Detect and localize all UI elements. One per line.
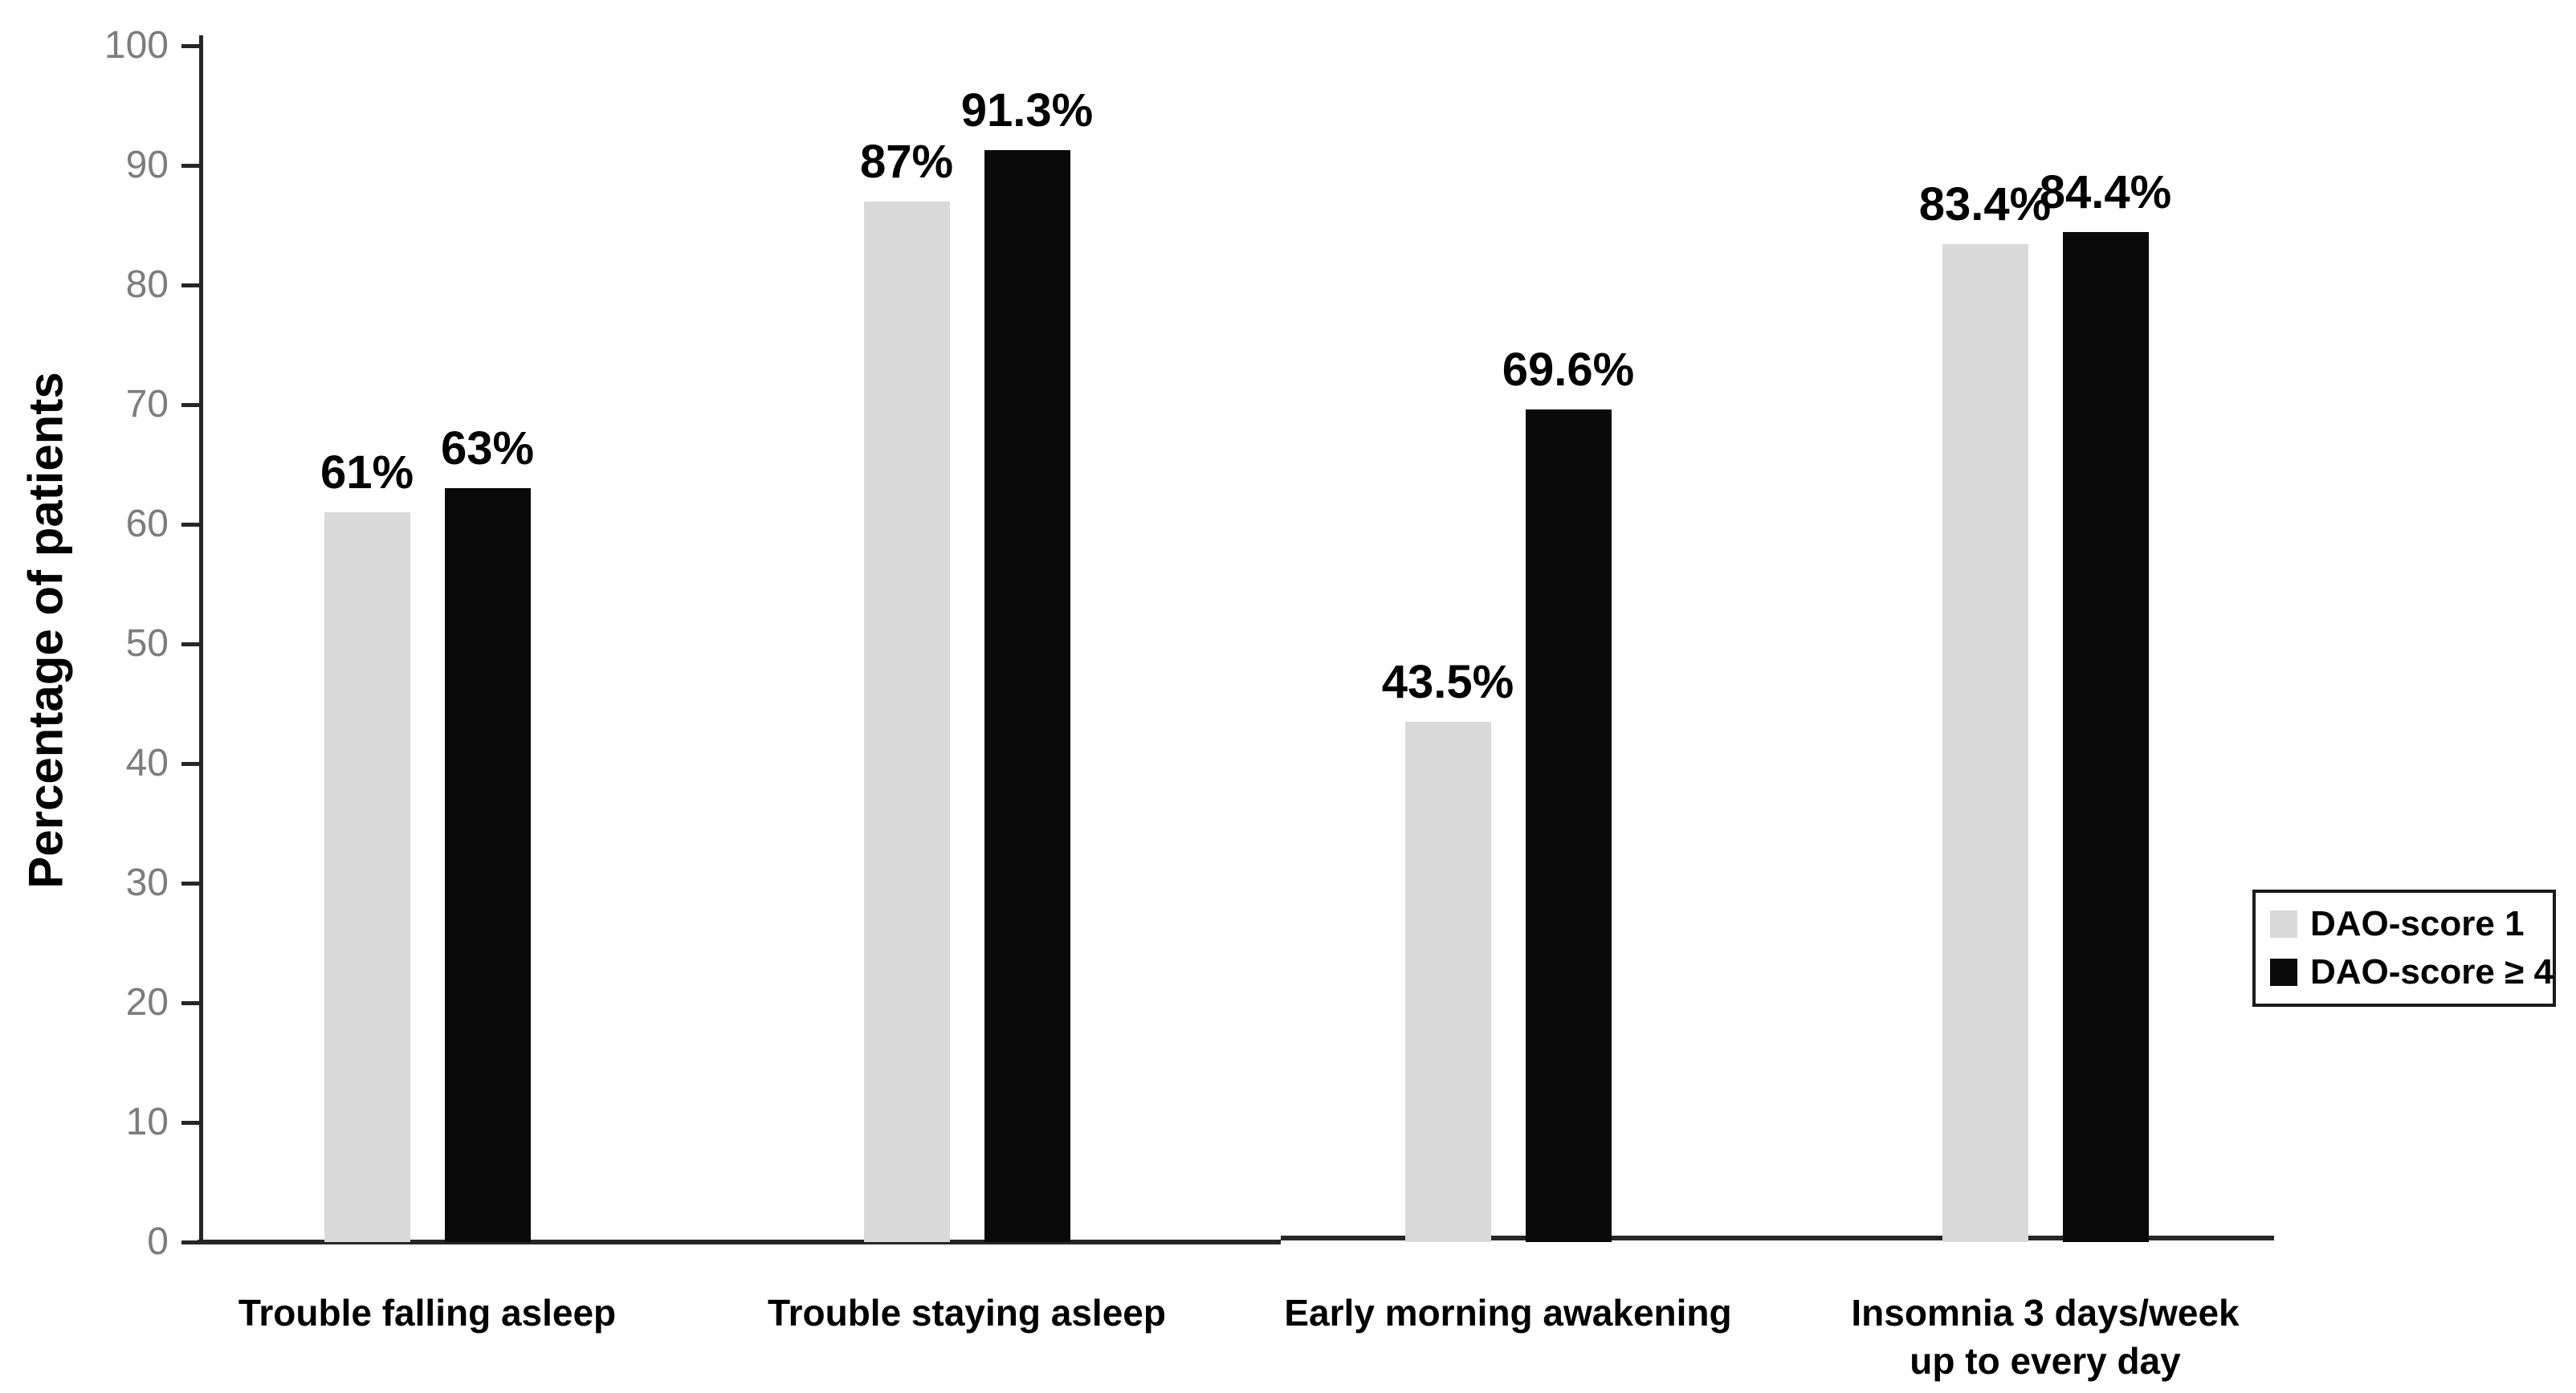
bar-black-group2: [984, 149, 1070, 1242]
bar-black-group1: [444, 488, 531, 1242]
bar-gray-group4: [1942, 244, 2028, 1242]
y-axis-line: [199, 35, 203, 1244]
y-tick-mark: [181, 642, 201, 646]
y-tick-label: 0: [147, 1220, 169, 1263]
y-tick-label: 100: [104, 24, 169, 67]
y-tick-mark: [181, 43, 201, 48]
bar-value-label: 84.4%: [2039, 166, 2172, 219]
y-tick-mark: [181, 402, 201, 407]
bar-value-label: 87%: [859, 135, 954, 188]
legend-item: DAO-score ≥ 4: [2270, 952, 2554, 992]
bar-black-group3: [1525, 409, 1612, 1242]
legend-label: DAO-score 1: [2310, 903, 2525, 943]
category-label: Trouble staying asleep: [768, 1292, 1166, 1334]
bar-value-label: 69.6%: [1502, 343, 1635, 396]
bar-value-label: 91.3%: [960, 83, 1094, 136]
y-tick-label: 70: [125, 383, 169, 426]
legend: DAO-score 1 DAO-score ≥ 4: [2252, 890, 2556, 1007]
category-label: Insomnia 3 days/week up to every day: [1851, 1292, 2240, 1382]
bar-gray-group2: [863, 201, 950, 1242]
y-tick-label: 90: [125, 144, 169, 186]
y-tick-mark: [181, 1000, 201, 1005]
legend-label: DAO-score ≥ 4: [2310, 952, 2554, 992]
bar-value-label: 43.5%: [1381, 655, 1514, 708]
y-tick-label: 10: [125, 1101, 169, 1143]
y-tick-mark: [181, 761, 201, 766]
bar-gray-group1: [324, 512, 410, 1242]
bar-value-label: 83.4%: [1918, 178, 2052, 231]
x-axis-line-right-segment: [1281, 1236, 2274, 1240]
y-tick-label: 50: [125, 622, 169, 665]
legend-swatch-gray: [2270, 910, 2297, 938]
bar-black-group4: [2062, 232, 2149, 1242]
y-tick-mark: [181, 283, 201, 287]
bar-gray-group3: [1404, 721, 1491, 1242]
bar-value-label: 63%: [440, 422, 535, 475]
y-tick-label: 30: [125, 861, 169, 904]
y-tick-mark: [181, 522, 201, 527]
y-tick-label: 60: [125, 503, 169, 545]
y-tick-label: 40: [125, 742, 169, 784]
x-axis-line-left-segment: [198, 1240, 1281, 1244]
y-tick-label: 20: [125, 981, 169, 1024]
y-tick-mark: [181, 881, 201, 886]
category-label: Trouble falling asleep: [238, 1292, 617, 1334]
category-label: Early morning awakening: [1284, 1292, 1732, 1334]
y-tick-label: 80: [125, 263, 169, 306]
legend-item: DAO-score 1: [2270, 906, 2553, 942]
legend-swatch-black: [2270, 959, 2297, 987]
y-tick-mark: [181, 1120, 201, 1125]
y-tick-mark: [181, 1240, 201, 1244]
y-tick-mark: [181, 163, 201, 168]
bar-value-label: 61%: [320, 446, 414, 499]
